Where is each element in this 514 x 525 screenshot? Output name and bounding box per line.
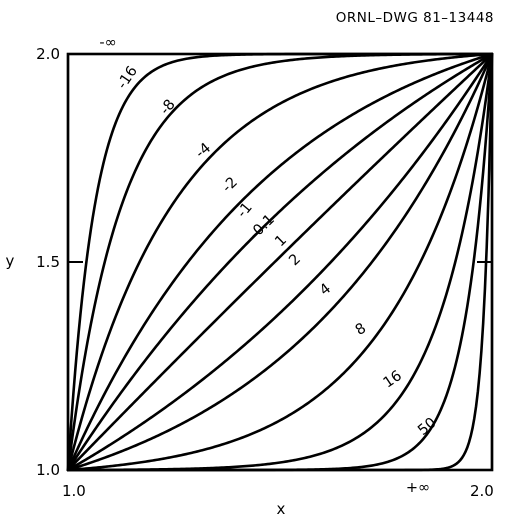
curves-group: [66, 52, 494, 472]
curve-label-7: 1: [272, 232, 290, 250]
curve-label-5: -1: [234, 200, 256, 221]
curve-k2: [66, 52, 494, 472]
curve-k-1: [66, 52, 494, 472]
figure-id: ORNL–DWG 81–13448: [336, 10, 494, 26]
curve-k1: [66, 52, 494, 472]
curve-k50: [66, 52, 494, 472]
curve-label-3: -4: [193, 140, 214, 162]
x-tick-label-1.0: 1.0: [62, 482, 86, 500]
curve-neg-infinity: [66, 52, 494, 472]
curve-k4: [66, 52, 494, 472]
curve-k16: [66, 52, 494, 472]
curve-label-0: -∞: [99, 35, 116, 51]
curve-label-1: -16: [114, 63, 141, 92]
curve-label-2: -8: [157, 97, 179, 118]
x-axis-label: x: [277, 500, 286, 518]
curve-k-0.1: [66, 52, 494, 472]
plot-frame: [66, 52, 494, 472]
curve-k-16: [66, 52, 494, 472]
y-tick-label-2.0: 2.0: [36, 45, 60, 63]
y-tick-label-1.0: 1.0: [36, 461, 60, 479]
curve-k-8: [66, 52, 494, 472]
curve-k8: [66, 52, 494, 472]
curve-label-10: 8: [353, 320, 369, 338]
curve-pos-infinity: [66, 52, 494, 472]
curve-label-11: 16: [381, 368, 405, 392]
y-tick-label-1.5: 1.5: [36, 253, 60, 271]
y-axis-label: y: [6, 252, 15, 270]
curve-k-2: [66, 52, 494, 472]
curve-label-13: +∞: [406, 480, 430, 496]
curve-k-4: [66, 52, 494, 472]
curve-label-8: 2: [286, 251, 304, 269]
curve-label-9: 4: [317, 281, 334, 299]
curve-label-4: -2: [219, 174, 241, 196]
x-tick-label-2.0: 2.0: [470, 482, 494, 500]
